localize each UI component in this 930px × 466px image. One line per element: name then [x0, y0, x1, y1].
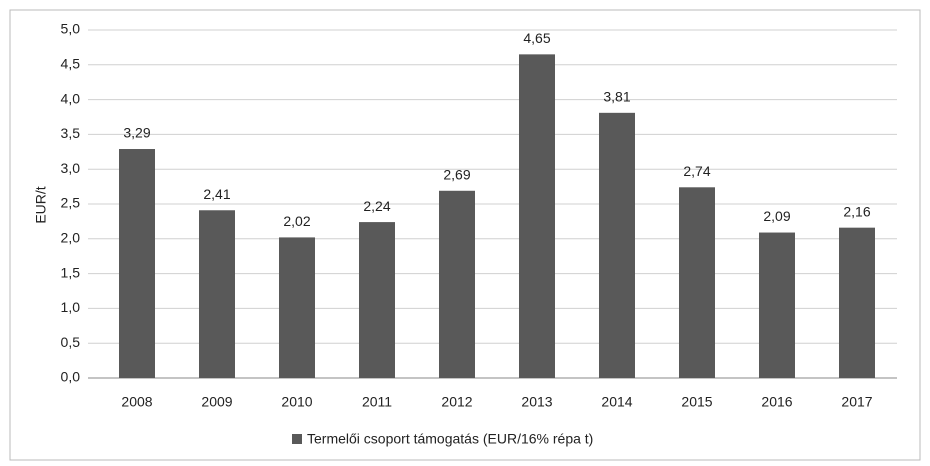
- data-label: 2,02: [283, 213, 310, 229]
- y-tick-label: 0,0: [61, 369, 81, 385]
- bar: [199, 210, 235, 378]
- y-tick-label: 1,5: [61, 264, 81, 280]
- data-label: 2,74: [683, 163, 710, 179]
- y-tick-label: 1,0: [61, 299, 81, 315]
- bar: [519, 54, 555, 379]
- bar: [439, 190, 475, 378]
- x-tick-label: 2017: [841, 394, 872, 410]
- y-tick-label: 2,0: [61, 230, 81, 246]
- data-label: 2,24: [363, 198, 390, 214]
- data-label: 2,09: [763, 208, 790, 224]
- bar: [279, 237, 315, 378]
- x-tick-label: 2015: [681, 394, 712, 410]
- data-label: 2,16: [843, 203, 870, 219]
- bar: [679, 187, 715, 378]
- data-label: 4,65: [523, 30, 550, 46]
- y-tick-label: 4,5: [61, 56, 81, 72]
- x-tick-label: 2014: [601, 394, 632, 410]
- bar: [359, 222, 395, 378]
- x-tick-label: 2012: [441, 394, 472, 410]
- y-axis-label: EUR/t: [33, 186, 49, 223]
- y-tick-label: 0,5: [61, 334, 81, 350]
- data-label: 3,29: [123, 125, 150, 141]
- bar: [839, 227, 875, 378]
- legend-label: Termelői csoport támogatás (EUR/16% répa…: [307, 431, 593, 447]
- x-tick-label: 2009: [201, 394, 232, 410]
- x-tick-label: 2008: [121, 394, 152, 410]
- bar: [759, 232, 795, 378]
- bar: [599, 112, 635, 378]
- y-tick-label: 3,5: [61, 125, 81, 141]
- y-tick-label: 4,0: [61, 90, 81, 106]
- x-tick-label: 2011: [362, 394, 392, 410]
- data-label: 2,41: [203, 186, 230, 202]
- y-tick-label: 5,0: [61, 21, 81, 37]
- y-tick-label: 3,0: [61, 160, 81, 176]
- y-tick-label: 2,5: [61, 195, 81, 211]
- legend-swatch: [292, 434, 302, 444]
- x-tick-label: 2013: [521, 394, 552, 410]
- data-label: 3,81: [603, 89, 630, 105]
- x-tick-label: 2016: [761, 394, 792, 410]
- data-label: 2,69: [443, 166, 470, 182]
- x-tick-label: 2010: [281, 394, 312, 410]
- bar: [119, 149, 155, 378]
